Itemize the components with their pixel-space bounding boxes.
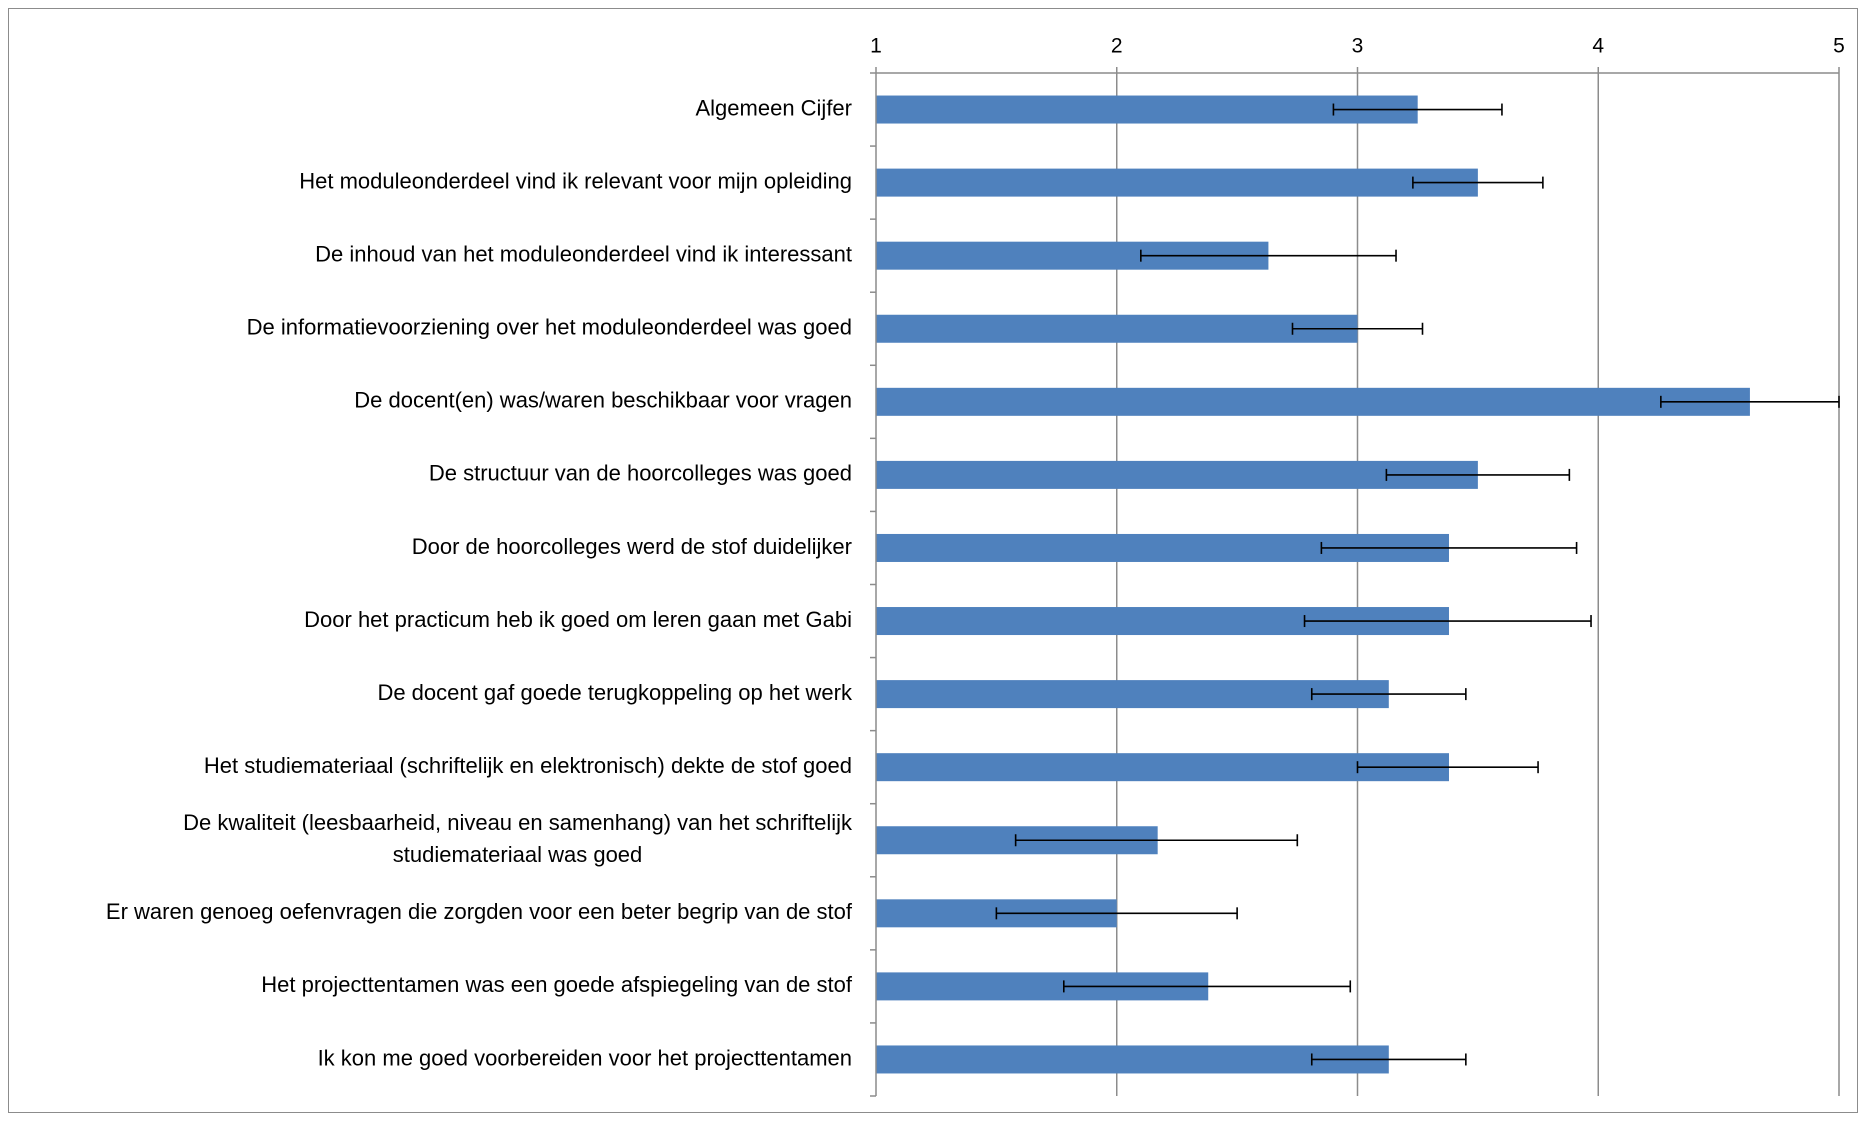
x-tick-label: 3 — [1352, 35, 1364, 58]
x-tick-label: 2 — [1111, 35, 1123, 58]
bar — [876, 1045, 1389, 1074]
bar — [876, 168, 1478, 197]
category-label: Het studiemateriaal (schriftelijk en ele… — [204, 753, 852, 778]
bar — [876, 680, 1389, 709]
category-labels: Algemeen Cijfer Het moduleonderdeel vind … — [106, 95, 853, 1070]
category-label: De informatievoorziening over het module… — [247, 315, 852, 340]
bar — [876, 753, 1449, 782]
category-label: De structuur van de hoorcolleges was goe… — [429, 461, 852, 486]
category-label: Het projecttentamen was een goede afspie… — [261, 972, 853, 997]
x-tick-label: 1 — [870, 35, 882, 58]
x-tick-label: 5 — [1833, 35, 1845, 58]
category-label: De docent(en) was/waren beschikbaar voor… — [354, 388, 852, 413]
category-label: Er waren genoeg oefenvragen die zorgden … — [106, 899, 853, 924]
error-bars — [995, 103, 1840, 1066]
category-label: Algemeen Cijfer — [695, 95, 852, 120]
bar — [876, 460, 1478, 489]
gridlines — [1116, 73, 1840, 1096]
x-tick-label: 4 — [1592, 35, 1604, 58]
bar — [876, 314, 1358, 343]
axes: 1 2 3 4 5 — [870, 35, 1845, 1097]
bar — [876, 387, 1750, 416]
category-label: studiemateriaal was goed — [393, 842, 642, 867]
category-label: De inhoud van het moduleonderdeel vind i… — [315, 241, 852, 266]
category-label: Door het practicum heb ik goed om leren … — [304, 607, 852, 632]
category-label: Het moduleonderdeel vind ik relevant voo… — [299, 168, 852, 193]
bars — [876, 95, 1750, 1074]
category-label: Door de hoorcolleges werd de stof duidel… — [412, 534, 852, 559]
category-label: De kwaliteit (leesbaarheid, niveau en sa… — [183, 810, 853, 835]
bar — [876, 95, 1418, 124]
category-label: Ik kon me goed voorbereiden voor het pro… — [318, 1045, 852, 1070]
category-label: De docent gaf goede terugkoppeling op he… — [377, 680, 853, 705]
